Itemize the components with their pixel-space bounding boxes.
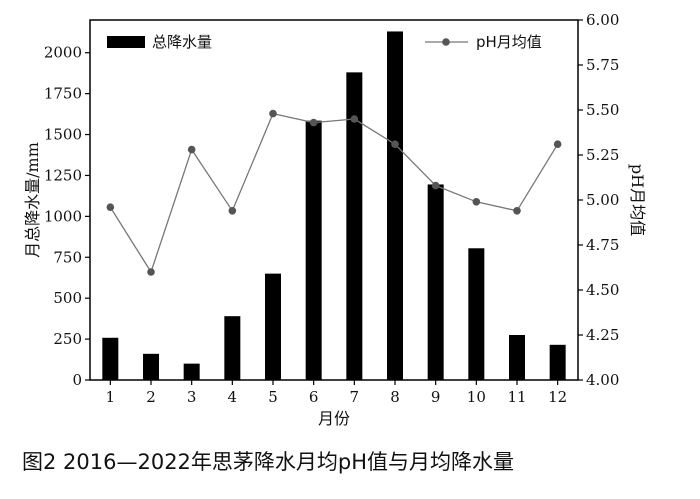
- y-tick-label: 750: [53, 248, 82, 266]
- bar-11: [509, 335, 525, 380]
- legend-bar-label: 总降水量: [152, 33, 212, 51]
- bar-3: [183, 363, 200, 380]
- ph-point-12: [553, 140, 562, 148]
- y-tick-label: 1500: [44, 126, 82, 144]
- x-tick-label: 8: [390, 388, 400, 406]
- ph-point-6: [309, 118, 318, 127]
- x-tick-label: 6: [309, 388, 319, 406]
- x-tick-label: 10: [467, 388, 486, 406]
- ph-point-10: [472, 198, 481, 206]
- y-tick-label: 0: [72, 371, 82, 389]
- y2-tick-label: 6.00: [586, 11, 619, 29]
- bar-5: [265, 273, 281, 380]
- x-tick-label: 5: [268, 388, 278, 406]
- y-tick-label: 1000: [44, 207, 82, 225]
- x-tick-label: 1: [106, 388, 116, 406]
- legend-line: pH月均值: [425, 33, 542, 51]
- ph-point-11: [513, 207, 521, 215]
- x-tick-label: 9: [431, 388, 441, 406]
- x-tick-label: 7: [350, 388, 360, 406]
- bar-12: [549, 344, 566, 380]
- bar-6: [305, 120, 322, 381]
- ph-point-7: [350, 115, 359, 123]
- chart: 0 250 500 750 1000 1250 1500 1750 2000 4.00 4.25 4.…: [23, 11, 647, 428]
- bar-8: [387, 31, 403, 380]
- legend-line-marker: [442, 38, 450, 46]
- x-axis-label: 月份: [318, 409, 350, 428]
- legend-bar-swatch: [107, 36, 145, 48]
- bar-4: [224, 316, 241, 380]
- ph-line: [109, 112, 559, 274]
- axes: 0 250 500 750 1000 1250 1500 1750 2000 4.00 4.25 4.…: [44, 11, 620, 406]
- bar-9: [427, 184, 444, 380]
- bar-2: [143, 353, 159, 380]
- ph-point-2: [147, 268, 155, 276]
- y2-axis-label: pH月均值: [628, 164, 647, 236]
- ph-point-8: [391, 140, 399, 148]
- ph-point-3: [187, 145, 196, 154]
- ph-point-1: [106, 203, 115, 211]
- ph-point-9: [431, 181, 440, 190]
- ph-point-5: [269, 109, 277, 118]
- line-series: [106, 109, 562, 276]
- y2-tick-label: 4.75: [586, 236, 619, 254]
- x-tick-label: 3: [187, 388, 197, 406]
- bar-10: [468, 248, 485, 380]
- y-tick-label: 1250: [44, 166, 82, 184]
- y-tick-label: 250: [53, 330, 82, 348]
- y-tick-label: 2000: [44, 44, 82, 62]
- y2-tick-label: 5.75: [586, 56, 619, 74]
- x-tick-label: 11: [507, 388, 526, 406]
- y2-tick-label: 5.50: [586, 101, 619, 119]
- bar-7: [346, 72, 363, 380]
- y2-tick-label: 4.50: [586, 281, 619, 299]
- y2-tick-label: 4.00: [586, 371, 619, 389]
- legend-line-label: pH月均值: [476, 33, 542, 51]
- y-tick-label: 1750: [44, 85, 82, 103]
- x-tick-label: 12: [548, 388, 567, 406]
- y2-tick-label: 5.25: [586, 146, 619, 164]
- plot-frame: [89, 19, 579, 381]
- x-tick-label: 2: [146, 388, 156, 406]
- legend-bar: 总降水量: [107, 33, 212, 51]
- y2-tick-label: 4.25: [586, 326, 619, 344]
- y2-tick-label: 5.00: [586, 191, 619, 209]
- figure-caption: 图2 2016—2022年思茅降水月均pH值与月均降水量: [22, 450, 515, 474]
- bar-1: [102, 337, 119, 380]
- ph-point-4: [228, 207, 237, 215]
- y-axis-label: 月总降水量/mm: [23, 142, 42, 258]
- x-tick-label: 4: [228, 388, 238, 406]
- bar-series: [102, 31, 566, 381]
- y-tick-label: 500: [53, 289, 82, 307]
